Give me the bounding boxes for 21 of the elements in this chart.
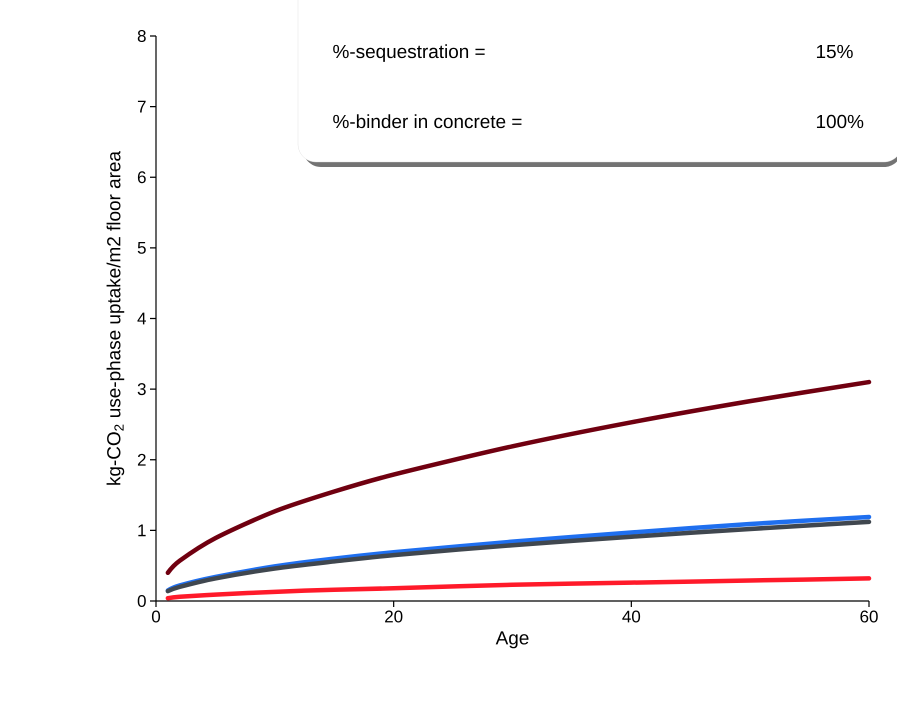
y-tick-label: 4 bbox=[137, 312, 146, 324]
y-tick-label: 0 bbox=[138, 595, 146, 607]
y-tick-label: 5 bbox=[138, 242, 146, 254]
y-axis-title: kg-CO$_{2}$ use-phase uptake/m2 floor area bbox=[106, 151, 124, 485]
annotation: 100% bbox=[816, 114, 864, 128]
annotation: 15% bbox=[816, 44, 853, 58]
annotation: %-sequestration = bbox=[333, 44, 485, 62]
x-tick-label: 60 bbox=[860, 610, 878, 623]
y-tick-label: 3 bbox=[138, 383, 146, 396]
y-tick-label: 6 bbox=[138, 171, 146, 184]
y-tick-label: 1 bbox=[138, 524, 146, 536]
annotation: %-binder in concrete = bbox=[333, 114, 522, 128]
y-tick-label: 8 bbox=[138, 30, 146, 42]
y-tick-label: 2 bbox=[138, 454, 146, 466]
x-tick-label: 20 bbox=[385, 610, 402, 623]
line-series bbox=[166, 380, 872, 575]
line-series bbox=[166, 576, 872, 600]
y-tick-label: 7 bbox=[138, 100, 146, 112]
x-tick-label: 40 bbox=[622, 610, 640, 623]
x-axis-title: Age bbox=[496, 631, 528, 648]
x-tick-label: 0 bbox=[152, 610, 160, 623]
